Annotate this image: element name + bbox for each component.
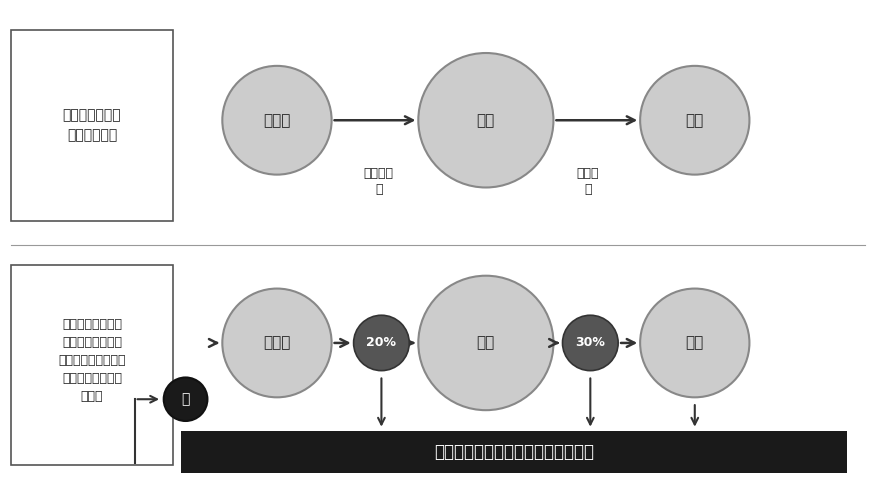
Ellipse shape <box>640 289 750 397</box>
Ellipse shape <box>562 315 618 371</box>
Ellipse shape <box>164 378 208 421</box>
Text: 受注率
％: 受注率 ％ <box>576 167 599 196</box>
Ellipse shape <box>419 53 554 188</box>
FancyBboxPatch shape <box>181 431 847 473</box>
Text: 未商談・失注・未フォロー既存顧客: 未商談・失注・未フォロー既存顧客 <box>434 443 594 461</box>
Ellipse shape <box>223 289 332 397</box>
Text: リード: リード <box>264 113 291 128</box>
Text: 受注: 受注 <box>686 336 704 350</box>
Ellipse shape <box>223 66 332 175</box>
Ellipse shape <box>354 315 409 371</box>
Text: リード: リード <box>264 336 291 350</box>
Text: 受注: 受注 <box>686 113 704 128</box>
FancyBboxPatch shape <box>11 30 173 221</box>
Ellipse shape <box>640 66 750 175</box>
Text: 30%: 30% <box>576 337 605 349</box>
FancyBboxPatch shape <box>11 265 173 465</box>
Text: 商談化率
％: 商談化率 ％ <box>364 167 394 196</box>
Text: ％: ％ <box>181 392 190 406</box>
Ellipse shape <box>419 276 554 410</box>
Text: 商談: 商談 <box>477 113 495 128</box>
Text: 商談: 商談 <box>477 336 495 350</box>
Text: ビジネスを開始し
てからの時間が経
過すればするほど、
この数字の重要度
が増す: ビジネスを開始し てからの時間が経 過すればするほど、 この数字の重要度 が増す <box>58 318 126 402</box>
Text: 効率を上げても
限界が訪れる: 効率を上げても 限界が訪れる <box>63 108 121 143</box>
Text: 20%: 20% <box>366 337 397 349</box>
